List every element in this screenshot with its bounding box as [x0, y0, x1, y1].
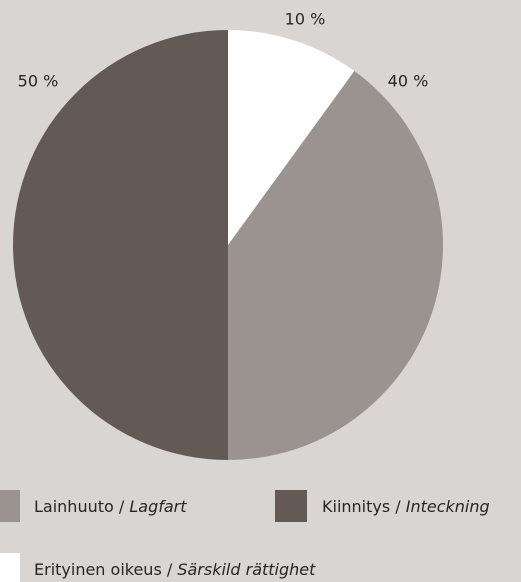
legend-label-part: /: [162, 560, 178, 579]
legend-label: Erityinen oikeus / Särskild rättighet: [34, 560, 316, 579]
legend-label-part: /: [390, 497, 406, 516]
pie-slice: [228, 71, 444, 461]
pie-slice: [228, 30, 355, 245]
legend-label-part: Särskild rättighet: [177, 560, 316, 579]
legend-label-part: Inteckning: [406, 497, 490, 516]
pie-slice: [13, 30, 228, 460]
legend-swatch: [0, 490, 20, 522]
legend-label-part: /: [114, 497, 130, 516]
value-label: 40 %: [388, 72, 429, 91]
legend-label: Kiinnitys / Inteckning: [322, 497, 490, 516]
legend-swatch: [275, 490, 307, 522]
value-label: 50 %: [18, 72, 59, 91]
legend-label-part: Kiinnitys: [322, 497, 390, 516]
legend-label: Lainhuuto / Lagfart: [34, 497, 187, 516]
legend-swatch: [0, 553, 20, 582]
legend-label-part: Erityinen oikeus: [34, 560, 162, 579]
legend-label-part: Lagfart: [129, 497, 187, 516]
legend-label-part: Lainhuuto: [34, 497, 114, 516]
value-label: 10 %: [285, 10, 326, 29]
